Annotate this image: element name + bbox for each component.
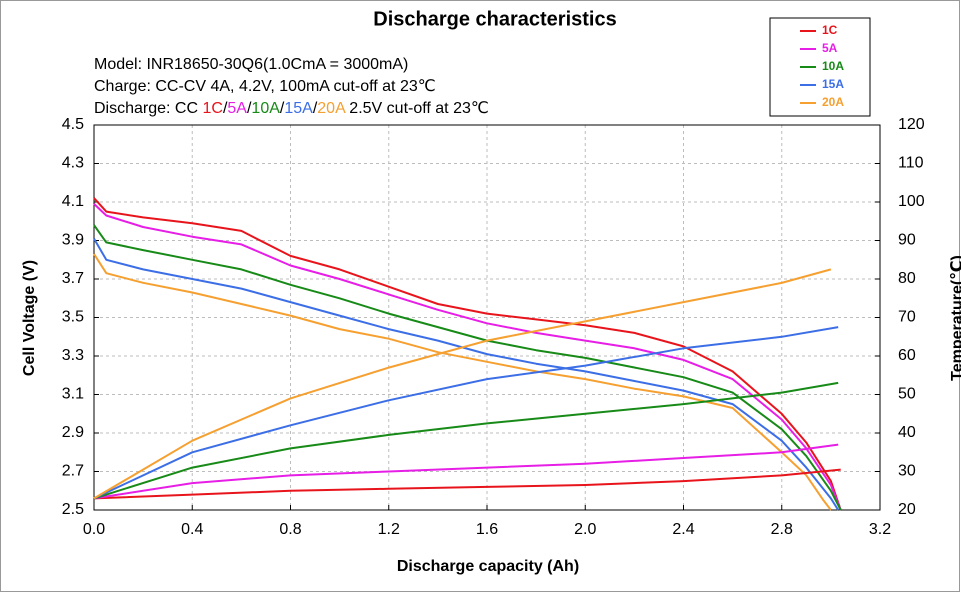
x-tick-label: 0.8 [279,521,301,538]
x-tick-label: 0.0 [83,521,105,538]
y2-tick-label: 90 [898,232,916,249]
note-part: / [313,100,318,117]
line [93,197,842,511]
y2-tick-label: 60 [898,347,916,364]
x-axis-label: Discharge capacity (Ah) [397,558,579,575]
note-part: / [223,100,228,117]
y-tick-label: 2.7 [62,463,84,480]
note-part: / [247,100,252,117]
y2-tick-label: 40 [898,424,916,441]
line [93,268,832,500]
legend-label: 5A [822,41,838,55]
line [93,443,839,500]
y2-tick-label: 120 [898,116,925,133]
y-tick-label: 3.5 [62,309,84,326]
x-tick-label: 2.8 [771,521,793,538]
y-tick-label: 4.3 [62,155,84,172]
y-tick-label: 4.1 [62,193,84,210]
x-tick-label: 2.0 [574,521,596,538]
legend-label: 10A [822,59,844,73]
y-tick-label: 3.1 [62,386,84,403]
y2-tick-label: 80 [898,270,916,287]
annotation: Model: INR18650-30Q6(1.0CmA = 3000mA) [94,56,408,73]
line [93,326,839,500]
x-tick-label: 1.2 [378,521,400,538]
y-tick-label: 3.7 [62,270,84,287]
y-tick-label: 4.5 [62,116,84,133]
note-part: 1C [202,100,222,117]
chart-title: Discharge characteristics [373,8,616,30]
line [93,238,840,511]
y-axis-label: Cell Voltage (V) [21,260,38,376]
plot-border [93,124,881,511]
y2-tick-label: 100 [898,193,925,210]
legend-label: 1C [822,23,838,37]
y-tick-label: 2.5 [62,501,84,518]
y-tick-label: 3.9 [62,232,84,249]
x-tick-label: 1.6 [476,521,498,538]
note-part: 10A [251,100,280,117]
line [93,468,841,500]
x-tick-label: 0.4 [181,521,203,538]
y2-tick-label: 110 [898,155,924,172]
note-part: 2.5V cut-off at 23℃ [345,100,489,117]
legend-box [769,17,871,117]
legend-label: 20A [822,95,844,109]
y-tick-label: 3.3 [62,347,84,364]
legend-label: 15A [822,77,844,91]
note-part: 20A [317,100,346,117]
annotation: Charge: CC-CV 4A, 4.2V, 100mA cut-off at… [94,78,436,95]
y2-tick-label: 50 [898,386,916,403]
x-tick-label: 3.2 [869,521,891,538]
line [93,203,842,511]
note-part: 15A [284,100,313,117]
note-part: 5A [227,100,247,117]
note-part: / [280,100,285,117]
y2-tick-label: 20 [898,501,916,518]
x-tick-label: 2.4 [672,521,694,538]
y2-tick-label: 30 [898,463,916,480]
line [93,381,839,500]
y-tick-label: 2.9 [62,424,84,441]
note-part: Discharge: CC [94,100,202,117]
y2-axis-label: Temperature(℃) [949,255,961,381]
annotation: Discharge: CC 1C/5A/10A/15A/20A 2.5V cut… [94,100,489,117]
y2-tick-label: 70 [898,309,916,326]
